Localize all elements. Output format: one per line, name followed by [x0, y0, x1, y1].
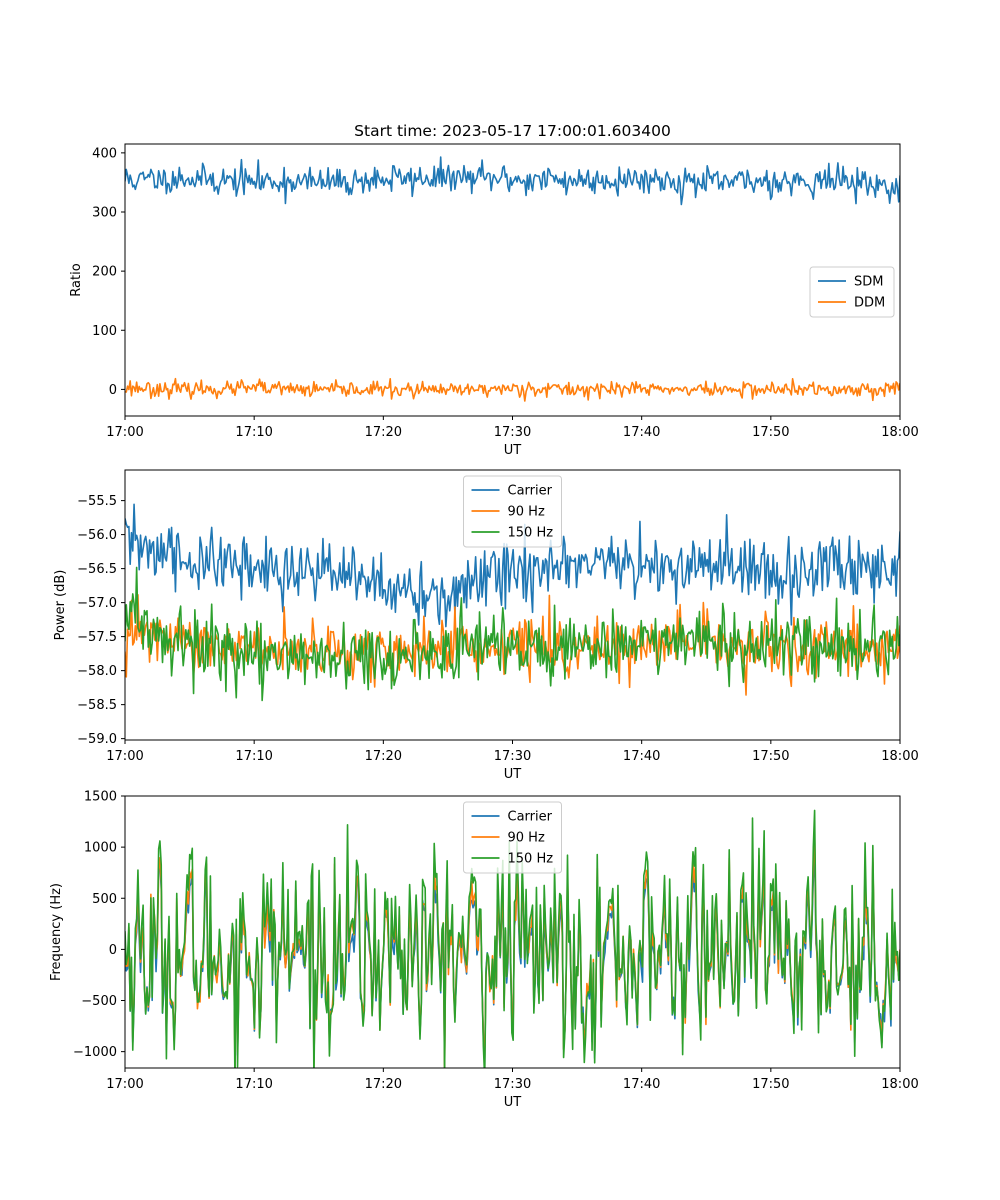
frequency-y-tick-label: −1000 — [73, 1045, 117, 1060]
power-x-tick-label: 17:40 — [623, 749, 660, 764]
ratio-legend-box — [809, 266, 895, 318]
power-legend-label: 150 Hz — [508, 526, 554, 541]
power-x-tick-label: 17:20 — [365, 749, 402, 764]
power-x-tick-label: 17:10 — [235, 749, 272, 764]
power-x-tick-label: 18:00 — [881, 749, 918, 764]
ratio-x-tick-label: 17:40 — [623, 425, 660, 440]
frequency-legend-label: 90 Hz — [508, 831, 545, 846]
frequency-x-axis-label: UT — [504, 1095, 522, 1110]
ratio-legend: SDM DDM — [809, 266, 895, 318]
frequency-legend: Carrier 90 Hz 150 Hz — [463, 801, 562, 874]
ratio-y-axis-label: Ratio — [69, 263, 84, 296]
ratio-x-axis-label: UT — [504, 443, 522, 458]
power-legend-label: 90 Hz — [508, 505, 545, 520]
power-panel: 17:00 17:10 17:20 17:30 17:40 17:50 18:00 −59.0… — [53, 469, 919, 782]
power-y-axis-label: Power (dB) — [53, 570, 68, 641]
frequency-y-tick-label: 1000 — [84, 841, 117, 856]
frequency-y-tick-label: −500 — [81, 994, 117, 1009]
frequency-y-tick-label: 500 — [92, 892, 117, 907]
frequency-legend-box — [463, 801, 562, 874]
ratio-y-tick-label: 400 — [92, 146, 117, 161]
power-series-line-carrier — [125, 503, 900, 628]
power-y-tick-label: −58.0 — [77, 664, 117, 679]
power-y-tick-label: −57.5 — [77, 630, 117, 645]
power-y-tick-label: −55.5 — [77, 494, 117, 509]
ratio-axes-frame — [124, 143, 901, 417]
power-x-axis-label: UT — [504, 767, 522, 782]
ratio-ticks-layer: 17:00 17:10 17:20 17:30 17:40 17:50 18:00 0 100 2… — [92, 146, 919, 440]
frequency-panel: 17:00 17:10 17:20 17:30 17:40 17:50 18:00 −1000… — [49, 790, 919, 1111]
frequency-x-tick-label: 17:30 — [494, 1077, 531, 1092]
frequency-legend-label: Carrier — [508, 810, 553, 825]
frequency-series-line-150-hz — [125, 809, 900, 1068]
chart-title: Start time: 2023-05-17 17:00:01.603400 — [354, 122, 671, 140]
power-y-tick-label: −57.0 — [77, 596, 117, 611]
ratio-series-line-ddm — [125, 377, 900, 402]
power-legend-box — [463, 475, 562, 548]
power-legend-label: Carrier — [508, 484, 553, 499]
frequency-axes-frame — [124, 795, 901, 1069]
ratio-x-tick-label: 17:10 — [235, 425, 272, 440]
power-series-layer — [125, 503, 900, 702]
ratio-x-tick-label: 17:20 — [365, 425, 402, 440]
power-y-tick-label: −58.5 — [77, 698, 117, 713]
ratio-legend-label: DDM — [854, 296, 885, 311]
ratio-y-tick-label: 100 — [92, 324, 117, 339]
power-x-tick-label: 17:00 — [106, 749, 143, 764]
power-axes-frame — [124, 469, 901, 741]
ratio-x-tick-label: 17:00 — [106, 425, 143, 440]
ratio-y-tick-label: 200 — [92, 265, 117, 280]
power-y-tick-label: −56.5 — [77, 562, 117, 577]
ratio-x-tick-label: 17:50 — [752, 425, 789, 440]
frequency-y-tick-label: 0 — [109, 943, 117, 958]
power-ticks-layer: 17:00 17:10 17:20 17:30 17:40 17:50 18:00 −59.0… — [77, 494, 919, 764]
power-y-tick-label: −56.0 — [77, 528, 117, 543]
frequency-ticks-layer: 17:00 17:10 17:20 17:30 17:40 17:50 18:00 −1000… — [73, 790, 919, 1093]
frequency-y-tick-label: 1500 — [84, 790, 117, 805]
ratio-y-tick-label: 300 — [92, 206, 117, 221]
frequency-x-tick-label: 17:10 — [235, 1077, 272, 1092]
frequency-x-tick-label: 17:00 — [106, 1077, 143, 1092]
ratio-series-layer — [125, 156, 900, 402]
frequency-x-tick-label: 17:20 — [365, 1077, 402, 1092]
power-x-tick-label: 17:30 — [494, 749, 531, 764]
frequency-legend-label: 150 Hz — [508, 852, 554, 867]
frequency-x-tick-label: 17:50 — [752, 1077, 789, 1092]
power-legend: Carrier 90 Hz 150 Hz — [463, 475, 562, 548]
ratio-x-tick-label: 18:00 — [881, 425, 918, 440]
ratio-y-tick-label: 0 — [109, 383, 117, 398]
frequency-x-tick-label: 18:00 — [881, 1077, 918, 1092]
power-y-tick-label: −59.0 — [77, 732, 117, 747]
power-x-tick-label: 17:50 — [752, 749, 789, 764]
frequency-series-layer — [125, 809, 900, 1068]
frequency-y-axis-label: Frequency (Hz) — [49, 883, 64, 981]
power-series-line-150-hz — [125, 566, 900, 702]
frequency-x-tick-label: 17:40 — [623, 1077, 660, 1092]
ratio-x-tick-label: 17:30 — [494, 425, 531, 440]
ratio-panel: Start time: 2023-05-17 17:00:01.603400 1… — [69, 122, 919, 458]
ratio-legend-label: SDM — [854, 275, 883, 290]
ratio-series-line-sdm — [125, 156, 900, 206]
